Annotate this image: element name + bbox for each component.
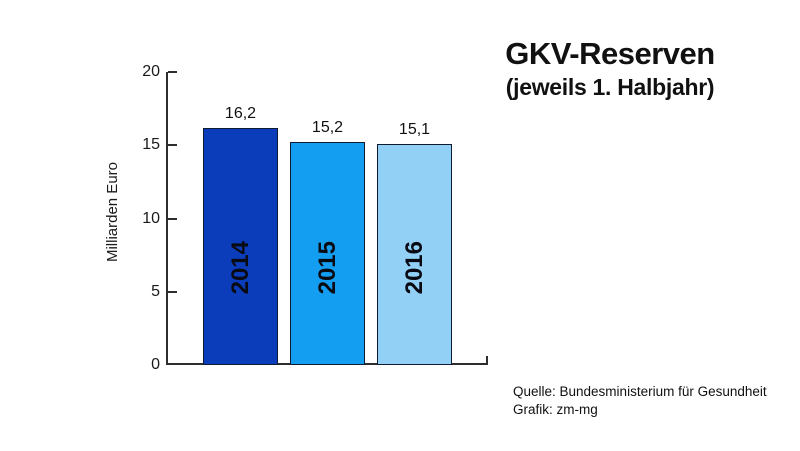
bar-category-label: 2016 [400,240,428,294]
bar-value-label: 15,2 [311,119,344,136]
title-block: GKV-Reserven (jeweils 1. Halbjahr) [420,36,800,102]
bar-2016: 2016 [377,144,452,365]
bar-value-label: 16,2 [224,105,257,122]
bar-2015: 2015 [290,142,365,365]
y-tick-label: 10 [142,209,160,227]
y-axis-line [166,72,168,365]
y-tick-mark [168,144,177,147]
y-tick-label: 15 [142,136,160,154]
credit-line: Grafik: zm-mg [513,401,598,417]
y-tick-mark [168,71,177,73]
x-axis-end-tick [486,356,488,365]
y-tick-label: 5 [151,282,160,300]
bar-category-label: 2014 [226,240,254,294]
source-block: Quelle: Bundesministerium für Gesundheit… [513,383,767,418]
chart-title: GKV-Reserven [505,36,715,71]
y-tick-label: 0 [151,356,160,373]
y-tick-mark [168,290,177,293]
y-axis-title: Milliarden Euro [104,162,121,263]
bar-category-label: 2015 [313,240,341,294]
chart-subtitle: (jeweils 1. Halbjahr) [505,74,715,100]
y-tick-mark [168,217,177,220]
bar-2014: 2014 [203,128,278,365]
source-line: Quelle: Bundesministerium für Gesundheit [513,384,767,399]
y-tick-label: 20 [142,63,160,80]
bar-value-label: 15,1 [398,121,431,138]
